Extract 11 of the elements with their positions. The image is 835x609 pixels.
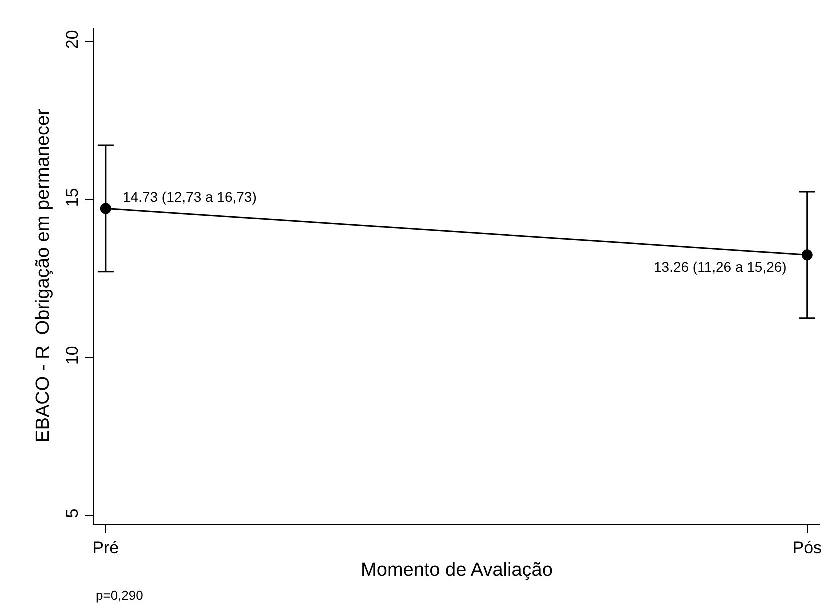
x-axis-title: Momento de Avaliação — [361, 560, 553, 582]
y-tick-label: 10 — [63, 346, 82, 366]
annotation: 14.73 (12,73 a 16,73) — [123, 189, 257, 205]
y-tick-label: 20 — [63, 30, 82, 50]
text: p=0,290 — [96, 588, 144, 603]
y-tick-label: 5 — [63, 508, 82, 518]
y-tick-label: 15 — [63, 188, 82, 208]
x-tick-label: Pós — [792, 538, 822, 558]
x-tick-label: Pré — [92, 538, 120, 558]
y-axis-title: EBACO - R Obrigação em permanecer — [33, 108, 54, 443]
annotation: 13.26 (11,26 a 15,26) — [654, 259, 787, 275]
